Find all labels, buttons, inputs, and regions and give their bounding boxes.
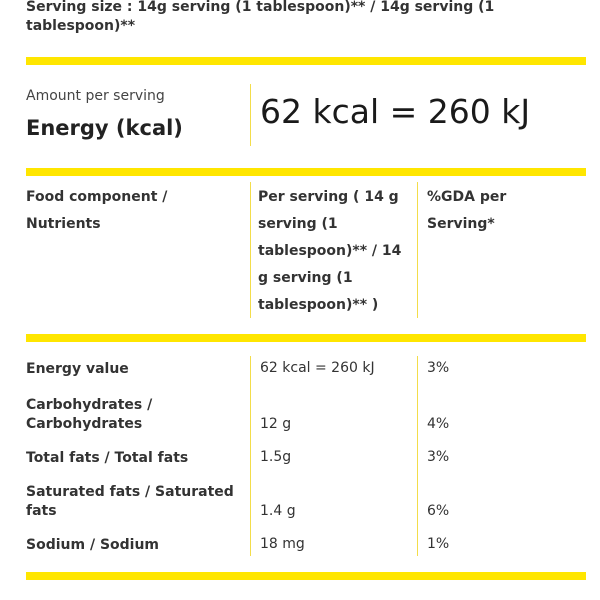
rows-divider-1	[250, 356, 251, 556]
header-gda: %GDA per Serving*	[427, 189, 507, 232]
energy-divider	[250, 84, 251, 146]
row-carbohydrates-name: Carbohydrates / Carbohydrates	[26, 397, 153, 432]
top-divider-bar	[26, 57, 586, 65]
energy-value: 62 kcal = 260 kJ	[260, 92, 531, 131]
energy-kcal-label: Energy (kcal)	[26, 116, 183, 140]
row-carbohydrates-per-serving: 12 g	[260, 416, 292, 432]
energy-bottom-bar	[26, 168, 586, 176]
rows-divider-2	[417, 356, 418, 556]
row-sodium-gda: 1%	[427, 536, 450, 552]
header-food-component: Food component / Nutrients	[26, 189, 168, 232]
bottom-bar	[26, 572, 586, 580]
header-divider-2	[417, 182, 418, 318]
row-saturated-fats-name: Saturated fats / Saturated fats	[26, 484, 234, 519]
row-total-fats-gda: 3%	[427, 449, 450, 465]
row-carbohydrates-gda: 4%	[427, 416, 450, 432]
row-sodium-name: Sodium / Sodium	[26, 537, 160, 553]
row-saturated-fats-per-serving: 1.4 g	[260, 503, 296, 519]
row-sodium-per-serving: 18 mg	[260, 536, 305, 552]
header-per-serving: Per serving ( 14 g serving (1 tablespoon…	[258, 189, 402, 313]
row-energy-value-per-serving: 62 kcal = 260 kJ	[260, 360, 375, 376]
amount-per-serving-label: Amount per serving	[26, 88, 165, 104]
row-total-fats-name: Total fats / Total fats	[26, 450, 189, 466]
header-divider-1	[250, 182, 251, 318]
row-total-fats-per-serving: 1.5g	[260, 449, 292, 465]
row-energy-value-name: Energy value	[26, 361, 129, 377]
header-bottom-bar	[26, 334, 586, 342]
row-saturated-fats-gda: 6%	[427, 503, 450, 519]
row-energy-value-gda: 3%	[427, 360, 450, 376]
serving-size-text: Serving size : 14g serving (1 tablespoon…	[26, 0, 495, 34]
